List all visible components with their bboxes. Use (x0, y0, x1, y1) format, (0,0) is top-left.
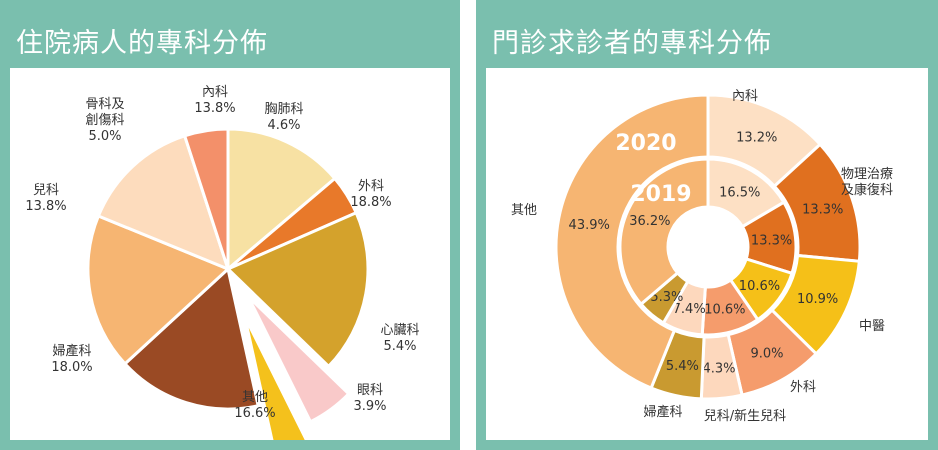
pie-label-心臟科-line: 5.4% (383, 339, 416, 354)
outpatient-chart-title: 門診求診者的專科分佈 (492, 28, 772, 59)
pie-label-眼科-line: 眼科 (357, 383, 383, 398)
inpatient-chart-area: 內科 13.8% 胸肺科 4.6% 外科 18.8% 心臟科 5.4% 眼科 3.9% 其他 16.6… (10, 68, 450, 440)
donut-category-外科-line: 外科 (790, 380, 816, 395)
pie-label-婦產科-line: 婦產科 (52, 343, 91, 359)
pie-label-外科: 外科 18.8% (350, 179, 391, 210)
pie-label-眼科-line: 3.9% (353, 399, 386, 414)
donut-value-2020-中醫: 10.9% (797, 292, 838, 307)
outpatient-panel: 門診求診者的專科分佈 13.2% 13.3% 10.9% 9.0% 4.3% 5.4% 43… (476, 0, 938, 450)
pie-slice-外科 (226, 211, 370, 368)
pie-label-兒科-line: 兒科 (33, 183, 59, 198)
inpatient-chart-title: 住院病人的專科分佈 (16, 28, 268, 59)
pie-slice-婦產科 (86, 214, 230, 366)
pie-label-內科-line: 內科 (202, 85, 228, 100)
donut-value-2020-內科: 13.2% (736, 130, 777, 145)
donut-value-2020-其他: 43.9% (569, 218, 610, 233)
pie-label-胸肺科-line: 4.6% (267, 118, 300, 133)
donut-category-婦產科: 婦產科 (643, 404, 682, 420)
inpatient-panel: 住院病人的專科分佈 內科 13.8% 胸肺科 4.6% 外科 18.8% 心臟科 5.4% 眼科… (0, 0, 460, 450)
donut-category-物理治療及康復科-line: 物理治療 (841, 167, 893, 182)
donut-segment-2020-其他 (554, 93, 710, 390)
donut-value-2019-婦產科: 5.3% (650, 290, 683, 305)
pie-label-內科: 內科 13.8% (194, 85, 235, 116)
donut-segment-2019-其他 (618, 157, 710, 307)
donut-category-中醫-line: 中醫 (859, 319, 885, 334)
pie-label-兒科: 兒科 13.8% (25, 183, 66, 214)
outpatient-chart-area: 13.2% 13.3% 10.9% 9.0% 4.3% 5.4% 43.9% 16.5% 13.… (486, 68, 928, 440)
donut-category-其他-line: 其他 (511, 203, 537, 218)
ring-year-label-2020: 2020 (615, 131, 676, 156)
pie-label-婦產科-line: 18.0% (51, 360, 92, 375)
donut-category-婦產科-line: 婦產科 (643, 404, 682, 420)
pie-label-其他-line: 其他 (242, 390, 268, 405)
ring-year-label-2019: 2019 (630, 182, 691, 207)
donut-value-2019-兒科-新生兒科: 7.4% (673, 302, 706, 317)
pie-slice-心臟科 (246, 294, 351, 424)
donut-category-物理治療及康復科: 物理治療及康復科 (841, 167, 893, 198)
donut-category-外科: 外科 (790, 380, 816, 395)
donut-category-內科: 內科 (732, 89, 758, 104)
pie-slice-內科 (226, 127, 337, 271)
donut-value-2019-內科: 16.5% (719, 185, 760, 200)
donut-category-內科-line: 內科 (732, 89, 758, 104)
pie-label-婦產科: 婦產科 18.0% (51, 343, 92, 375)
donut-category-兒科-新生兒科-line: 兒科/新生兒科 (704, 408, 786, 424)
donut-value-2020-婦產科: 5.4% (666, 359, 699, 374)
pie-label-骨科及創傷科-line: 骨科及 (85, 97, 124, 112)
donut-value-2020-外科: 9.0% (750, 347, 783, 362)
donut-category-其他: 其他 (511, 203, 537, 218)
inpatient-pie-chart: 內科 13.8% 胸肺科 4.6%外科 18.8%心臟科 5.4%眼科 3.9%其他 16.6… (25, 85, 420, 440)
pie-slice-眼科 (243, 314, 309, 440)
outpatient-donut-chart: 13.2% 13.3% 10.9% 9.0% 4.3%5.4% 43.9% 16.5% 13.… (511, 89, 893, 424)
donut-value-2019-中醫: 10.6% (739, 279, 780, 294)
donut-category-兒科-新生兒科: 兒科/新生兒科 (704, 408, 786, 424)
pie-label-外科-line: 外科 (358, 179, 384, 194)
pie-label-其他-line: 16.6% (234, 406, 275, 421)
pie-label-眼科: 眼科 3.9% (353, 383, 386, 414)
donut-value-2020-兒科-新生兒科: 4.3% (702, 361, 735, 376)
pie-label-內科-line: 13.8% (194, 101, 235, 116)
pie-slice-其他 (123, 267, 260, 411)
pie-label-心臟科: 心臟科 5.4% (380, 323, 419, 354)
pie-label-兒科-line: 13.8% (25, 199, 66, 214)
pie-slice-兒科 (96, 134, 230, 271)
pie-label-外科-line: 18.8% (350, 195, 391, 210)
pie-label-胸肺科: 胸肺科 4.6% (264, 102, 303, 133)
pie-label-胸肺科-line: 胸肺科 (264, 102, 303, 117)
donut-value-2020-物理治療及康復科: 13.3% (802, 203, 843, 218)
pie-slice-骨科及創傷科 (183, 127, 230, 271)
donut-category-物理治療及康復科-line: 及康復科 (841, 182, 893, 198)
donut-category-中醫: 中醫 (859, 319, 885, 334)
pie-label-骨科及創傷科: 骨科及創傷科 5.0% (85, 97, 124, 144)
pie-label-心臟科-line: 心臟科 (380, 323, 419, 338)
pie-label-骨科及創傷科-line: 5.0% (88, 129, 121, 144)
pie-label-其他: 其他 16.6% (234, 390, 275, 421)
donut-value-2019-物理治療及康復科: 13.3% (751, 234, 792, 249)
donut-value-2019-外科: 10.6% (704, 303, 745, 318)
donut-value-2019-其他: 36.2% (629, 214, 670, 229)
pie-label-骨科及創傷科-line: 創傷科 (85, 113, 124, 128)
